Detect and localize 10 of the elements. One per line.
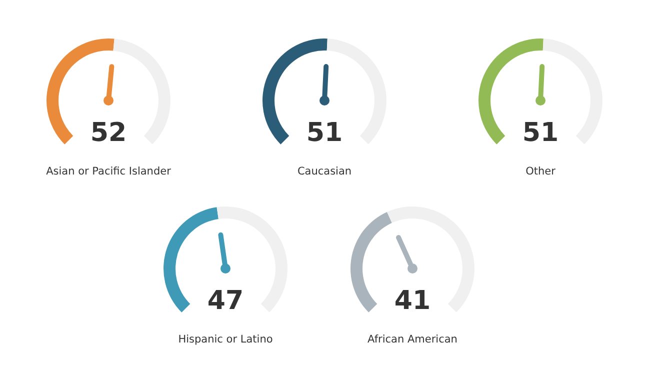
text: Hispanic or Latino: [178, 334, 273, 346]
text: African American: [368, 334, 458, 346]
text: Caucasian: [297, 166, 352, 178]
text: Other: [526, 166, 556, 178]
text: 51: [522, 118, 559, 148]
text: Asian or Pacific Islander: [46, 166, 172, 178]
text: 41: [394, 286, 431, 316]
text: 47: [207, 286, 244, 316]
text: 51: [306, 118, 343, 148]
text: 52: [90, 118, 127, 148]
